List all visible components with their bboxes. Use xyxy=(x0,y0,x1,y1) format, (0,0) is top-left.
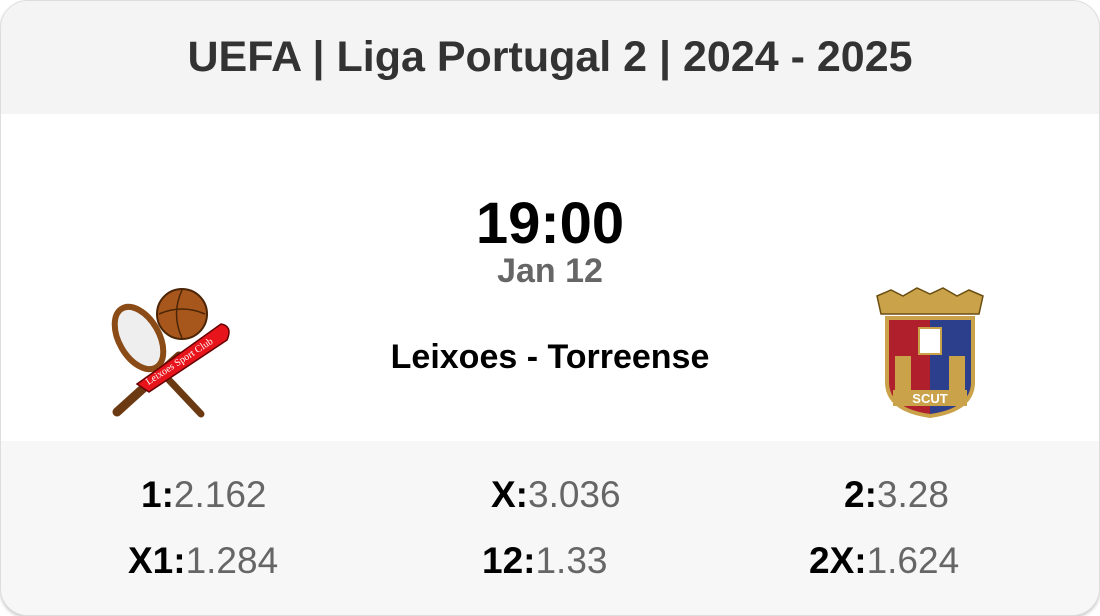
odd-away: 2:3.28 xyxy=(844,474,949,516)
odd-12: 12:1.33 xyxy=(482,540,608,582)
match-time: 19:00 xyxy=(475,191,625,256)
odd-value: 2.162 xyxy=(173,474,267,515)
header: UEFA | Liga Portugal 2 | 2024 - 2025 xyxy=(1,1,1099,114)
odd-value: 1.33 xyxy=(535,540,608,581)
odd-value: 1.284 xyxy=(185,540,279,581)
odd-label: 2X: xyxy=(809,540,867,581)
matchup-title: Leixoes - Torreense xyxy=(390,338,710,376)
torreense-logo: SCUT xyxy=(876,287,984,419)
odd-draw: X:3.036 xyxy=(491,474,621,516)
odd-value: 1.624 xyxy=(866,540,960,581)
odd-label: 1: xyxy=(141,474,174,515)
odd-home: 1:2.162 xyxy=(141,474,267,516)
svg-text:SCUT: SCUT xyxy=(912,391,947,406)
leixoes-logo: Leixoes Sport Club xyxy=(111,288,230,418)
odd-value: 3.036 xyxy=(528,474,621,515)
odd-label: 2: xyxy=(844,474,877,515)
odd-x1: X1:1.284 xyxy=(128,540,278,582)
odd-label: X: xyxy=(491,474,528,515)
match-date: Jan 12 xyxy=(497,252,603,290)
match-info: Leixoes Sport Club 19:00 Jan 12 SCUT Lei… xyxy=(1,114,1099,441)
odds-panel: 1:2.162 X:3.036 2:3.28 X1:1.284 12:1.33 … xyxy=(1,441,1099,615)
odd-label: X1: xyxy=(128,540,186,581)
odd-label: 12: xyxy=(482,540,536,581)
odd-value: 3.28 xyxy=(876,474,949,515)
odd-2x: 2X:1.624 xyxy=(809,540,959,582)
league-title: UEFA | Liga Portugal 2 | 2024 - 2025 xyxy=(187,33,913,81)
